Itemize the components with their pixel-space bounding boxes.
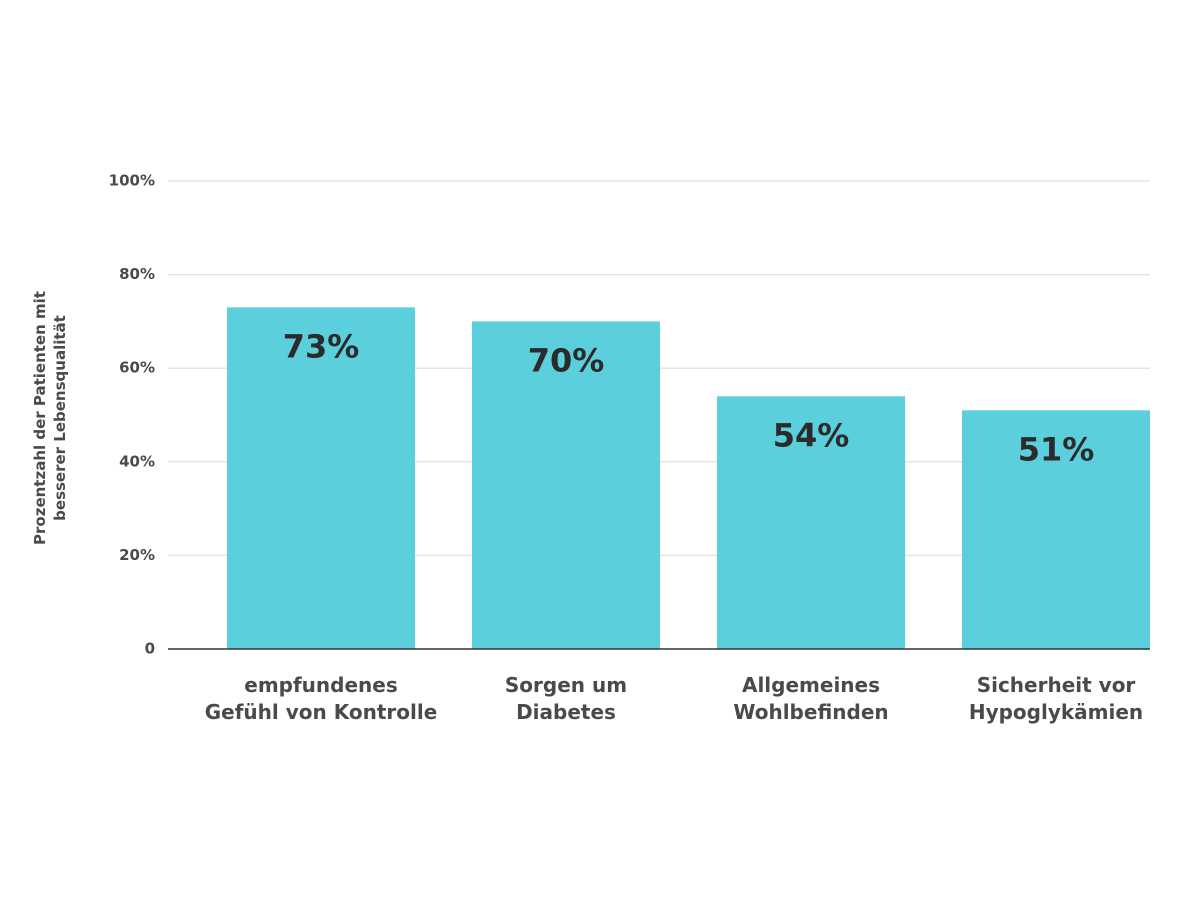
x-tick-label: Sicherheit vor Hypoglykämien [968,673,1144,724]
bar [717,396,905,649]
y-axis-label: Prozentzahl der Patienten mit besserer L… [31,291,69,545]
x-tick-label: Allgemeines Wohlbefinden [733,673,889,724]
bar [962,410,1150,649]
y-tick-label: 80% [119,265,155,283]
value-label: 73% [283,327,360,365]
y-tick-label: 60% [119,359,155,377]
value-label: 51% [1018,430,1095,468]
x-tick-label: empfundenes Gefühl von Kontrolle [204,673,438,724]
y-tick-label: 40% [119,452,155,470]
value-label: 70% [528,341,605,379]
value-label: 54% [773,416,850,454]
y-tick-label: 20% [119,546,155,564]
y-tick-label: 100% [109,172,155,190]
x-tick-label: Sorgen um Diabetes [504,673,628,724]
bar [227,307,415,649]
y-tick-label: 0 [145,640,155,658]
bar [472,321,660,649]
